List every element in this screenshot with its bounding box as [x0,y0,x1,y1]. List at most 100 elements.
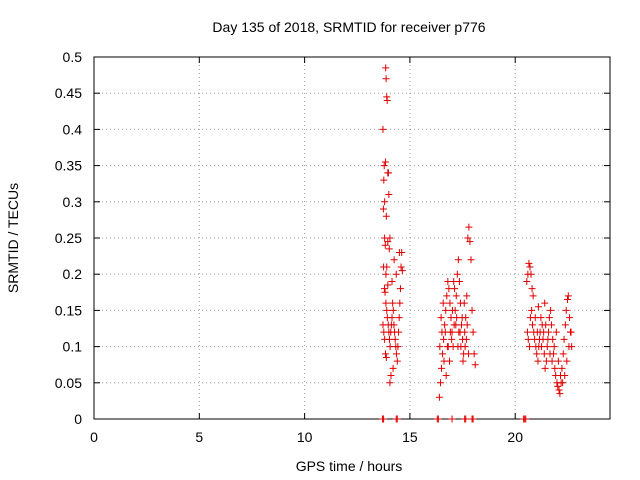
data-point [446,299,454,307]
data-point [389,306,397,314]
data-point [469,415,477,423]
data-point [466,238,474,246]
y-tick-label: 0.45 [55,85,82,101]
data-point [395,314,403,322]
data-point [381,350,389,358]
data-point [388,277,396,285]
data-point [544,335,552,343]
data-point [436,379,444,387]
data-point [529,292,537,300]
data-point [456,328,464,336]
data-point [448,335,456,343]
data-point [381,335,389,343]
data-point [523,277,531,285]
data-point [394,343,402,351]
data-point [531,314,539,322]
data-point [379,321,387,329]
data-point [552,328,560,336]
data-point [462,335,470,343]
data-point [534,303,542,311]
data-point [551,364,559,372]
data-point [555,386,563,394]
data-point [395,328,403,336]
data-point [534,357,542,365]
y-tick-label: 0.2 [63,266,83,282]
data-point [446,357,454,365]
data-point [380,415,388,423]
data-point [525,259,533,267]
data-point [546,350,554,358]
x-tick-label: 10 [297,429,313,445]
data-point [382,299,390,307]
chart-title: Day 135 of 2018, SRMTID for receiver p77… [212,19,485,35]
y-tick-label: 0.4 [63,121,83,137]
data-point [438,364,446,372]
data-point [541,364,549,372]
data-point [453,270,461,278]
data-point [463,321,471,329]
data-point [443,343,451,351]
data-point [563,296,571,304]
data-point [382,75,390,83]
data-point [461,343,469,351]
data-point [465,223,473,231]
data-point [386,234,394,242]
data-point [563,357,571,365]
data-point [386,379,394,387]
data-point [471,361,479,369]
data-point [541,299,549,307]
data-point [434,415,442,423]
data-point [387,372,395,380]
data-point [469,328,477,336]
data-point [533,350,541,358]
data-point [448,306,456,314]
y-tick-label: 0.5 [63,49,83,65]
data-point [464,350,472,358]
data-point [458,314,466,322]
data-point [396,299,404,307]
data-point [380,263,388,271]
data-point [523,328,531,336]
plot-frame [93,56,611,420]
data-point [435,393,443,401]
data-point [559,350,567,358]
data-point [437,314,445,322]
data-point [524,335,532,343]
data-point [538,343,546,351]
data-point [452,292,460,300]
data-point [526,263,534,271]
x-tick-label: 5 [195,429,203,445]
data-point [382,212,390,220]
data-point [561,321,569,329]
data-point [441,321,449,329]
data-point [382,353,390,361]
data-point [562,306,570,314]
data-point [463,292,471,300]
data-point [566,314,574,322]
data-point [398,267,406,275]
data-point [383,306,391,314]
data-point [380,285,388,293]
data-point [384,238,392,246]
data-point [545,314,553,322]
data-point [396,285,404,293]
data-point [442,306,450,314]
data-point [381,158,389,166]
data-point [380,162,388,170]
data-point [547,306,555,314]
data-point [392,270,400,278]
data-point [384,169,392,177]
x-tick-label: 15 [402,429,418,445]
data-point [564,292,572,300]
data-point [548,357,556,365]
grid [94,57,610,419]
data-point [460,299,468,307]
data-point [540,328,548,336]
x-axis-label: GPS time / hours [296,458,403,474]
data-point [385,191,393,199]
data-point [464,234,472,242]
y-tick-label: 0.15 [55,302,82,318]
data-point [454,343,462,351]
y-tick-label: 0.35 [55,158,82,174]
data-point [522,415,530,423]
